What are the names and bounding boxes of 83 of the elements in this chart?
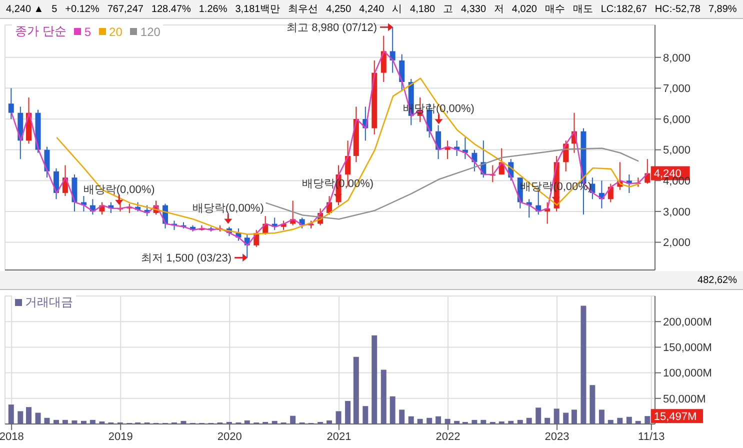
bar: [408, 416, 414, 424]
bar: [372, 335, 378, 424]
y-tick-label: 6,000: [663, 114, 691, 126]
text: 128.47%: [151, 4, 191, 14]
annotation: 최저 1,500 (03/23): [141, 252, 232, 265]
text: +0.12%: [65, 4, 100, 14]
text: 3,181백만: [235, 3, 280, 16]
bar: [626, 416, 632, 424]
y-tick-label: 200,000M: [663, 316, 712, 329]
bar: [563, 412, 569, 424]
bar: [290, 416, 296, 424]
text: 시: [392, 3, 402, 16]
bar: [580, 306, 586, 424]
text: 4,250: [326, 4, 352, 14]
bar: [380, 370, 386, 424]
legend-label: 20: [108, 24, 122, 40]
bar: [345, 400, 351, 424]
candlestick: [399, 54, 405, 92]
x-tick-label: 2023: [544, 430, 570, 443]
text: 7,89%: [708, 4, 737, 14]
bar: [8, 404, 14, 424]
bar: [617, 418, 623, 424]
annotation: 15,497M: [654, 411, 697, 424]
candlestick: [44, 146, 50, 178]
line-series: [56, 78, 640, 235]
bar: [26, 407, 32, 424]
x-tick-label: 2018: [0, 430, 24, 443]
y-tick-label: 3,000: [663, 206, 691, 218]
candlestick: [8, 88, 14, 120]
bar: [18, 411, 24, 424]
text: 4,330: [460, 4, 486, 14]
y-tick-label: 7,000: [663, 83, 691, 96]
text: 482,62%: [698, 274, 737, 286]
bar: [544, 418, 550, 424]
bar: [399, 410, 405, 424]
candlestick: [380, 35, 386, 83]
y-tick-label: 2,000: [663, 237, 691, 250]
bar: [390, 396, 396, 424]
legend-label: 120: [139, 24, 160, 40]
bar: [526, 418, 532, 424]
text: 4,240 ▲: [6, 4, 44, 14]
bar: [598, 410, 604, 424]
text: 1.26%: [198, 4, 228, 14]
bar: [336, 411, 342, 424]
text: 5: [52, 4, 58, 14]
text: 최우선: [288, 3, 318, 16]
bar: [644, 416, 650, 424]
text: 매도: [572, 3, 593, 16]
bar: [536, 408, 542, 424]
legend-title: 종가 단순: [15, 23, 66, 40]
text: 매수: [544, 3, 565, 16]
bar: [571, 410, 577, 424]
bar: [35, 412, 41, 424]
x-tick-label: 2020: [217, 430, 242, 443]
y-tick-label: 150,000M: [663, 342, 712, 354]
text: LC:182,67: [600, 4, 647, 14]
text: 4,020: [512, 4, 537, 14]
annotation: 배당락(0,00%): [192, 202, 264, 215]
text: 저: [494, 3, 504, 16]
x-tick-label: 2019: [108, 430, 133, 443]
text: 767,247: [107, 4, 144, 14]
y-tick-label: 50,000M: [663, 393, 706, 406]
bar: [590, 385, 596, 424]
y-tick-label: 8,000: [663, 52, 691, 64]
text: 고: [443, 3, 454, 16]
bar: [353, 356, 359, 424]
legend-label: 거래대금: [15, 294, 73, 311]
annotation: 최고 8,980 (07/12): [286, 22, 378, 34]
x-tick-label: 2021: [326, 430, 352, 443]
x-tick-label: 2022: [436, 430, 460, 443]
bar: [44, 418, 50, 424]
bar: [362, 406, 368, 424]
bar: [436, 416, 442, 424]
y-tick-label: 5,000: [663, 144, 691, 157]
bar: [426, 418, 432, 424]
legend-label: 5: [83, 24, 92, 40]
text: 4,180: [410, 4, 436, 14]
candlestick: [390, 26, 396, 74]
bar: [554, 408, 560, 424]
text: HC:-52,78: [654, 4, 700, 14]
y-tick-label: 100,000M: [663, 368, 712, 380]
text: 4,240: [359, 4, 384, 14]
x-tick-label: 11/13: [638, 430, 665, 443]
